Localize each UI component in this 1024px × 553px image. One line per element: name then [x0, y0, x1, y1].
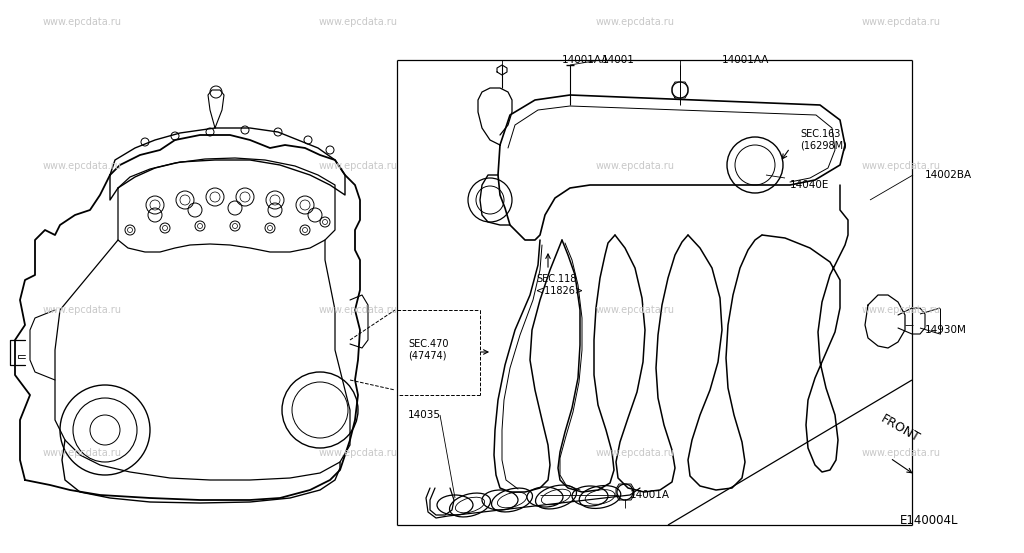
- Text: www.epcdata.ru: www.epcdata.ru: [42, 17, 122, 27]
- Text: 14001: 14001: [602, 55, 635, 65]
- Text: 14001AA: 14001AA: [562, 55, 609, 65]
- Text: www.epcdata.ru: www.epcdata.ru: [595, 17, 675, 27]
- Text: SEC.118
<11826>: SEC.118 <11826>: [536, 274, 583, 296]
- Text: www.epcdata.ru: www.epcdata.ru: [861, 305, 941, 315]
- Text: 14001A: 14001A: [630, 490, 670, 500]
- Text: 14002BA: 14002BA: [925, 170, 972, 180]
- Text: www.epcdata.ru: www.epcdata.ru: [42, 448, 122, 458]
- Text: www.epcdata.ru: www.epcdata.ru: [318, 305, 398, 315]
- Text: www.epcdata.ru: www.epcdata.ru: [595, 448, 675, 458]
- Text: 14040E: 14040E: [790, 180, 829, 190]
- Text: www.epcdata.ru: www.epcdata.ru: [861, 448, 941, 458]
- Text: www.epcdata.ru: www.epcdata.ru: [595, 305, 675, 315]
- Text: www.epcdata.ru: www.epcdata.ru: [318, 448, 398, 458]
- Text: SEC.470
(47474): SEC.470 (47474): [408, 339, 449, 361]
- Text: 14930M: 14930M: [925, 325, 967, 335]
- Text: 14001AA: 14001AA: [722, 55, 769, 65]
- Text: www.epcdata.ru: www.epcdata.ru: [861, 161, 941, 171]
- Text: E140004L: E140004L: [900, 514, 958, 526]
- Text: www.epcdata.ru: www.epcdata.ru: [595, 161, 675, 171]
- Text: SEC.163
(16298M): SEC.163 (16298M): [800, 129, 847, 151]
- Text: FRONT: FRONT: [878, 413, 922, 445]
- Text: www.epcdata.ru: www.epcdata.ru: [861, 17, 941, 27]
- Text: www.epcdata.ru: www.epcdata.ru: [318, 17, 398, 27]
- Text: www.epcdata.ru: www.epcdata.ru: [42, 161, 122, 171]
- Text: www.epcdata.ru: www.epcdata.ru: [318, 161, 398, 171]
- Text: www.epcdata.ru: www.epcdata.ru: [42, 305, 122, 315]
- Text: 14035: 14035: [408, 410, 441, 420]
